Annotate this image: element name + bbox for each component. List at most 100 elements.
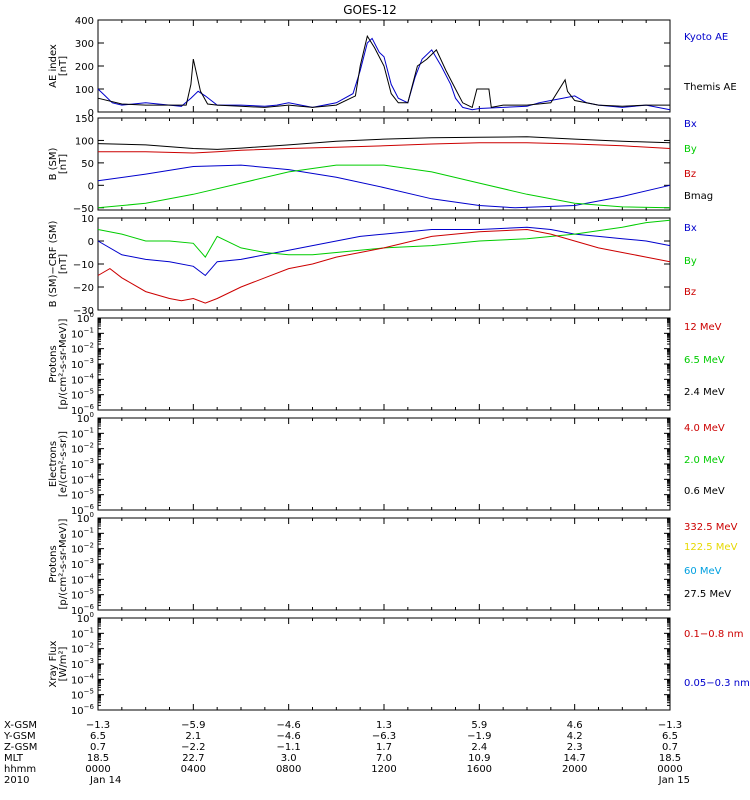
legend-label: Bx [684,119,697,130]
legend-label: 2.0 MeV [684,455,725,466]
panel-frame [97,617,671,711]
y-tick-label: 100 [77,611,94,625]
x-table-row-label: Y-GSM [3,731,36,742]
legend-label: 0.05−0.3 nm [684,678,750,689]
legend-label: 2.4 MeV [684,387,725,398]
x-table-cell: 0400 [181,764,206,775]
x-table-cell: 18.5 [87,753,109,764]
y-tick-label: 10−6 [71,703,95,717]
y-axis-label: Protons [48,545,59,582]
series-line-by [97,164,671,209]
y-tick-label: 50 [81,159,94,170]
legend-label: Themis AE [683,82,737,93]
y-axis-label: [nT] [58,254,69,274]
series-line-bmag [97,136,671,150]
y-axis-label: [e/(cm²-s-sr)] [58,431,69,497]
y-tick-label: −10 [73,260,94,271]
chart-title: GOES-12 [343,3,397,17]
y-tick-label: 10−1 [71,326,94,340]
x-table-cell: 1200 [371,764,396,775]
x-table-row-label: hhmm [4,764,36,775]
x-table-row-label: Z-GSM [4,742,37,753]
x-table-cell: −6.3 [372,731,396,742]
panel-frame [97,417,671,511]
y-tick-label: 10−3 [71,357,94,371]
x-table-cell: 0800 [276,764,301,775]
x-table-cell: 0000 [657,764,682,775]
y-tick-label: 10−3 [71,457,94,471]
legend-label: 60 MeV [684,566,722,577]
y-tick-label: 150 [75,114,94,125]
x-table-cell: 14.7 [564,753,586,764]
y-axis-label: [nT] [58,154,69,174]
y-axis-label: [W/m²] [58,646,69,681]
panel-ae_index: AE index [nT] 0 100 200 300 400 Kyoto AE Themis … [48,16,737,119]
panel-b_minus_model: B (SM)−CRF (SM) [nT] −30 −20 −10 0 10 Bx By Bz [48,214,697,317]
legend-label: By [684,144,697,155]
y-tick-label: 0 [88,108,94,119]
y-tick-label: 10−3 [71,557,94,571]
panel-frame [97,517,671,611]
legend-label: Kyoto AE [684,32,728,43]
x-table-cell: Jan 15 [658,775,690,786]
y-tick-label: 10−5 [71,588,94,602]
series-line-kyoto-ae [97,37,671,111]
legend-label: Bz [684,169,696,180]
x-table-cell: 0.7 [662,742,678,753]
x-table-cell: 4.6 [567,720,583,731]
x-table-cell: −1.9 [467,731,491,742]
x-table-cell: 2000 [562,764,587,775]
series-line-bx [97,226,671,277]
y-tick-label: 100 [77,411,94,425]
y-axis-label: B (SM) [48,147,59,180]
x-table-cell: −1.3 [658,720,682,731]
y-tick-label: 10−1 [71,626,94,640]
legend-label: Bmag [684,191,713,202]
legend-label: Bz [684,287,696,298]
y-tick-label: −30 [73,306,94,317]
y-tick-label: 10−4 [71,372,95,386]
x-table-cell: 4.2 [567,731,583,742]
panel-protons_high: Protons [p/(cm²-s-sr-MeV)]10−610−510−410−… [48,511,738,617]
panel-electrons: Electrons [e/(cm²-s-sr)]10−610−510−410−31… [48,411,725,517]
x-table-cell: −1.3 [86,720,110,731]
legend-label: 27.5 MeV [684,589,731,600]
legend-label: Bx [684,223,697,234]
y-tick-label: 400 [75,16,94,27]
x-table-cell: 6.5 [662,731,678,742]
x-table-cell: −2.2 [181,742,205,753]
y-tick-label: 10−3 [71,657,94,671]
x-table-cell: 1.3 [376,720,392,731]
y-axis-label: Protons [48,345,59,382]
x-table-cell: 22.7 [182,753,204,764]
y-tick-label: 10−2 [71,442,94,456]
y-tick-label: 10−1 [71,426,94,440]
y-tick-label: 200 [75,62,94,73]
y-axis-label: [p/(cm²-s-sr-MeV)] [58,518,69,609]
y-tick-label: 10−2 [71,542,94,556]
series-line-bz [98,142,671,154]
x-table-cell: 10.9 [468,753,490,764]
y-tick-label: 0 [88,237,94,248]
x-table-cell: −5.9 [181,720,205,731]
legend-label: 122.5 MeV [684,542,738,553]
x-table-cell: 0.7 [90,742,106,753]
x-table-row-label: X-GSM [4,720,37,731]
x-table-cell: 1600 [467,764,492,775]
series-line-themis-ae [97,34,670,109]
x-table-cell: 7.0 [376,753,392,764]
series-line-bz [97,228,671,304]
y-tick-label: 10−1 [71,526,94,540]
y-tick-label: 10−4 [71,572,95,586]
y-tick-label: 10−2 [71,342,94,356]
y-tick-label: 10 [81,214,94,225]
y-tick-label: 100 [75,136,94,147]
y-tick-label: 10−4 [71,672,95,686]
legend-label: 332.5 MeV [684,522,738,533]
y-tick-label: 10−4 [71,472,95,486]
x-table-cell: −4.6 [277,720,301,731]
y-tick-label: 100 [77,311,94,325]
x-table-cell: 3.0 [281,753,297,764]
